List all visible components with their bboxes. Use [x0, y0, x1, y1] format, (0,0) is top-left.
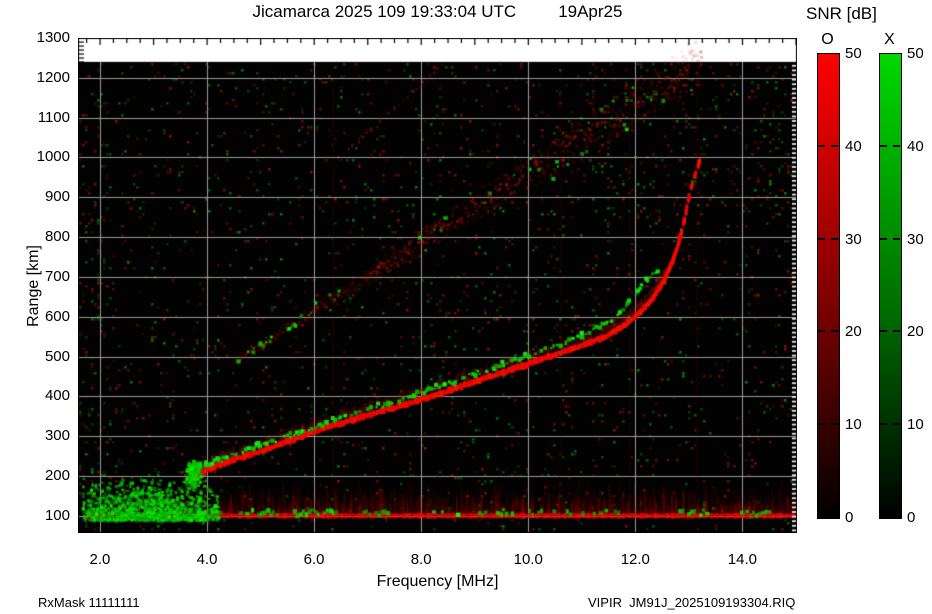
o-mode-colorbar	[817, 53, 840, 519]
colorbar-tick-dash	[893, 423, 900, 426]
rx-mask-text: RxMask 11111111	[38, 595, 140, 610]
y-tick-label: 1300	[36, 29, 70, 46]
plot-title: Jicamarca 2025 109 19:33:04 UTC 19Apr25	[78, 2, 797, 22]
y-tick-label: 1100	[37, 108, 70, 126]
y-tick-label: 800	[44, 228, 70, 246]
x-axis-label: Frequency [MHz]	[376, 573, 499, 590]
data-file-text: VIPIR JM91J_2025109193304.RIQ	[588, 595, 796, 610]
colorbar-tick-dash	[893, 237, 900, 240]
colorbar-tick-dash	[818, 237, 825, 240]
x-tick-label: 4.0	[196, 551, 218, 568]
y-tick-label: 600	[44, 307, 70, 325]
x-tick-label: 6.0	[303, 551, 325, 568]
y-tick-label: 200	[44, 467, 70, 485]
x-tick-label: 14.0	[727, 551, 757, 568]
colorbar-title: SNR [dB]	[806, 4, 877, 23]
colorbar-tick-dash	[818, 330, 825, 333]
ionogram-plot-canvas	[78, 38, 797, 533]
x-tick-label: 2.0	[89, 551, 111, 568]
x-colorbar-tick-label: 10	[907, 416, 924, 434]
o-colorbar-tick-label: 10	[845, 416, 862, 434]
y-tick-label: 300	[44, 427, 70, 445]
o-colorbar-tick-label: 40	[845, 137, 862, 155]
colorbar-tick-dash	[880, 423, 887, 426]
x-colorbar-tick-label: 30	[907, 230, 924, 248]
o-colorbar-tick-label: 20	[845, 323, 862, 341]
x-mode-colorbar	[879, 53, 902, 519]
y-tick-label: 1000	[36, 148, 70, 166]
colorbar-tick-dash	[880, 237, 887, 240]
y-tick-label: 500	[44, 347, 70, 365]
o-mode-label: O	[821, 31, 834, 48]
colorbar-tick-dash	[831, 423, 838, 426]
x-colorbar-tick-label: 50	[907, 45, 924, 62]
colorbar-tick-dash	[831, 144, 838, 147]
y-tick-label: 900	[44, 188, 70, 206]
x-colorbar-tick-label: 20	[907, 323, 924, 341]
colorbar-tick-dash	[818, 423, 825, 426]
title-date: 19Apr25	[558, 2, 623, 21]
colorbar-tick-dash	[880, 330, 887, 333]
o-colorbar-tick-label: 0	[845, 509, 854, 526]
x-tick-label: 12.0	[620, 551, 650, 568]
colorbar-tick-dash	[831, 237, 838, 240]
y-tick-label: 1200	[36, 68, 70, 86]
o-colorbar-tick-label: 30	[845, 230, 862, 248]
y-tick-label: 400	[44, 387, 70, 405]
x-colorbar-tick-label: 40	[907, 137, 924, 155]
x-tick-label: 8.0	[410, 551, 432, 568]
colorbar-tick-dash	[831, 330, 838, 333]
colorbar-tick-dash	[818, 144, 825, 147]
y-tick-label: 700	[44, 267, 70, 285]
colorbar-tick-dash	[893, 330, 900, 333]
x-mode-label: X	[884, 31, 895, 48]
x-colorbar-tick-label: 0	[907, 509, 916, 526]
y-tick-label: 100	[44, 506, 70, 524]
title-text: Jicamarca 2025 109 19:33:04 UTC	[252, 2, 517, 21]
x-tick-label: 10.0	[513, 551, 543, 568]
o-colorbar-tick-label: 50	[845, 45, 862, 62]
colorbar-tick-dash	[893, 144, 900, 147]
colorbar-tick-dash	[880, 144, 887, 147]
